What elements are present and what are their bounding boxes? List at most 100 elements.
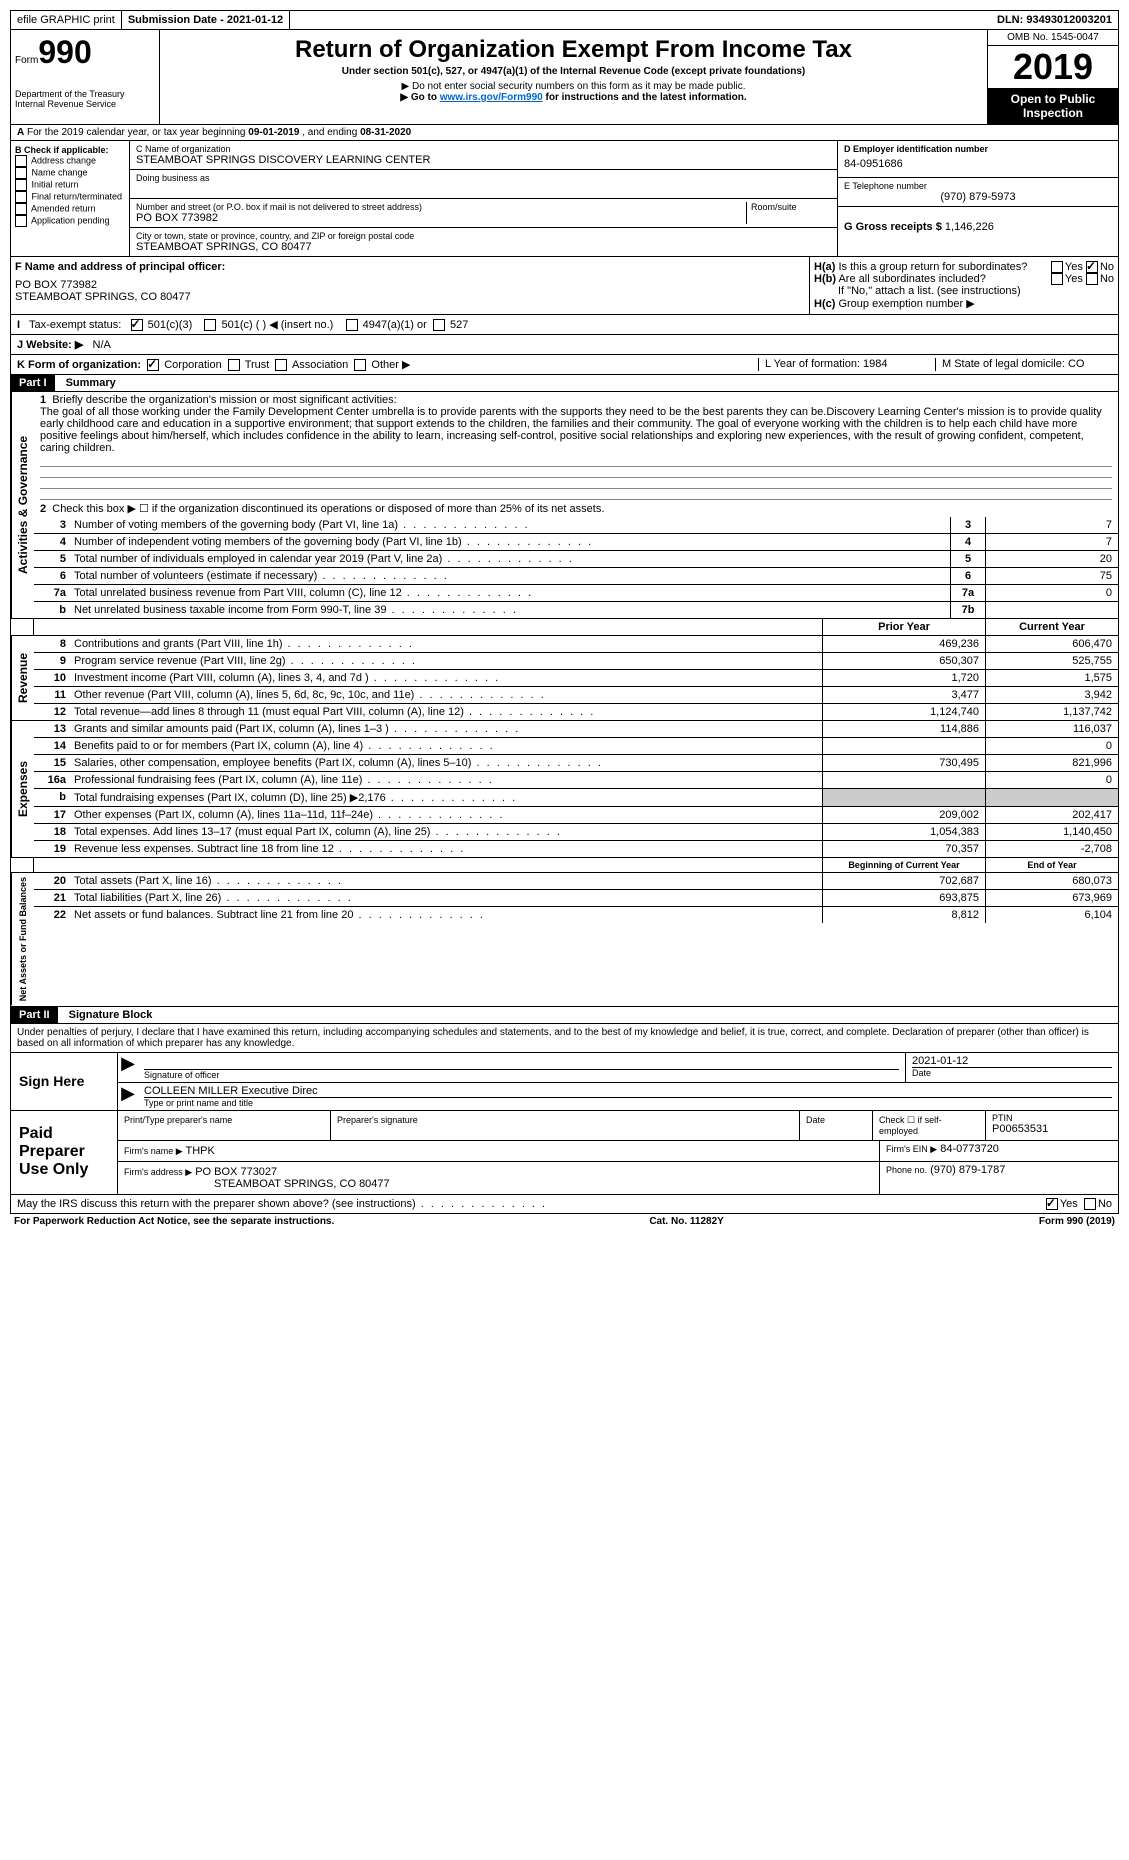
- hb-yes[interactable]: [1051, 273, 1063, 285]
- officer-name-label: Type or print name and title: [144, 1098, 1112, 1108]
- efile-label: efile GRAPHIC print: [11, 11, 122, 29]
- paperwork-notice: For Paperwork Reduction Act Notice, see …: [14, 1216, 334, 1227]
- data-row: 16aProfessional fundraising fees (Part I…: [34, 772, 1118, 789]
- preparer-section: Paid Preparer Use Only Print/Type prepar…: [10, 1111, 1119, 1195]
- data-row: 6Total number of volunteers (estimate if…: [34, 568, 1118, 585]
- c-name-label: C Name of organization: [136, 144, 831, 154]
- footer: For Paperwork Reduction Act Notice, see …: [10, 1214, 1119, 1229]
- prior-year-hdr: Prior Year: [822, 619, 985, 635]
- check-501c[interactable]: [204, 319, 216, 331]
- data-row: 4Number of independent voting members of…: [34, 534, 1118, 551]
- org-city: STEAMBOAT SPRINGS, CO 80477: [136, 241, 831, 253]
- activities-label: Activities & Governance: [11, 392, 34, 618]
- form-prefix: Form: [15, 55, 38, 66]
- gross-label: G Gross receipts $: [844, 221, 942, 233]
- data-row: bTotal fundraising expenses (Part IX, co…: [34, 789, 1118, 807]
- current-year-hdr: Current Year: [985, 619, 1118, 635]
- row-i: I Tax-exempt status: 501(c)(3) 501(c) ( …: [10, 315, 1119, 335]
- sig-officer-label: Signature of officer: [144, 1070, 899, 1080]
- part1-num: Part I: [11, 375, 55, 391]
- check-final[interactable]: [15, 191, 27, 203]
- check-address[interactable]: [15, 155, 27, 167]
- sign-here-label: Sign Here: [11, 1053, 118, 1110]
- cat-no: Cat. No. 11282Y: [649, 1216, 723, 1227]
- data-row: 22Net assets or fund balances. Subtract …: [34, 907, 1118, 923]
- prep-sig-hdr: Preparer's signature: [331, 1111, 800, 1140]
- data-row: bNet unrelated business taxable income f…: [34, 602, 1118, 618]
- data-row: 17Other expenses (Part IX, column (A), l…: [34, 807, 1118, 824]
- form-subtitle: Under section 501(c), 527, or 4947(a)(1)…: [164, 66, 983, 77]
- ha-no[interactable]: [1086, 261, 1098, 273]
- firm-ein: 84-0773720: [940, 1143, 999, 1155]
- check-name[interactable]: [15, 167, 27, 179]
- goto-suffix: for instructions and the latest informat…: [546, 92, 747, 103]
- irs-link[interactable]: www.irs.gov/Form990: [440, 92, 543, 103]
- open-public: Open to Public Inspection: [988, 88, 1118, 124]
- check-other[interactable]: [354, 359, 366, 371]
- tax-year-end: 08-31-2020: [360, 127, 411, 138]
- officer-addr2: STEAMBOAT SPRINGS, CO 80477: [15, 291, 805, 303]
- org-name: STEAMBOAT SPRINGS DISCOVERY LEARNING CEN…: [136, 154, 831, 166]
- tel-label: E Telephone number: [844, 181, 1112, 191]
- tax-year-begin: 09-01-2019: [248, 127, 299, 138]
- boy-hdr: Beginning of Current Year: [822, 858, 985, 872]
- netassets-label: Net Assets or Fund Balances: [11, 873, 34, 1005]
- form-header: Form990 Department of the Treasury Inter…: [10, 30, 1119, 125]
- website: N/A: [93, 339, 111, 351]
- check-501c3[interactable]: [131, 319, 143, 331]
- data-row: 12Total revenue—add lines 8 through 11 (…: [34, 704, 1118, 720]
- prep-check-hdr: Check ☐ if self-employed: [873, 1111, 986, 1140]
- row-j: J Website: ▶ N/A: [10, 335, 1119, 355]
- hb-note: If "No," attach a list. (see instruction…: [814, 285, 1114, 297]
- ssn-note: ▶ Do not enter social security numbers o…: [164, 81, 983, 92]
- mission-text: The goal of all those working under the …: [40, 406, 1102, 454]
- tax-year: 2019: [988, 46, 1118, 88]
- check-pending[interactable]: [15, 215, 27, 227]
- hb-text: Are all subordinates included?: [838, 273, 985, 285]
- ha-text: Is this a group return for subordinates?: [838, 261, 1027, 273]
- state-domicile: M State of legal domicile: CO: [935, 358, 1112, 371]
- check-amended[interactable]: [15, 203, 27, 215]
- data-row: 7aTotal unrelated business revenue from …: [34, 585, 1118, 602]
- activities-section: Activities & Governance 1 Briefly descri…: [10, 392, 1119, 619]
- data-row: 14Benefits paid to or for members (Part …: [34, 738, 1118, 755]
- check-trust[interactable]: [228, 359, 240, 371]
- data-row: 21Total liabilities (Part X, line 26)693…: [34, 890, 1118, 907]
- city-label: City or town, state or province, country…: [136, 231, 831, 241]
- firm-addr1: PO BOX 773027: [195, 1166, 277, 1178]
- dln: DLN: 93493012003201: [991, 11, 1118, 29]
- expenses-section: Expenses 13Grants and similar amounts pa…: [10, 721, 1119, 858]
- hb-no[interactable]: [1086, 273, 1098, 285]
- year-formation: L Year of formation: 1984: [758, 358, 935, 371]
- data-row: 20Total assets (Part X, line 16)702,6876…: [34, 873, 1118, 890]
- data-row: 19Revenue less expenses. Subtract line 1…: [34, 841, 1118, 857]
- check-assoc[interactable]: [275, 359, 287, 371]
- l1-text: Briefly describe the organization's miss…: [52, 394, 396, 406]
- room-label: Room/suite: [746, 202, 831, 224]
- revenue-section: Revenue 8Contributions and grants (Part …: [10, 636, 1119, 721]
- addr-label: Number and street (or P.O. box if mail i…: [136, 202, 746, 212]
- form-number: 990: [38, 34, 91, 70]
- ha-yes[interactable]: [1051, 261, 1063, 273]
- dept-treasury: Department of the Treasury Internal Reve…: [15, 89, 155, 109]
- check-4947[interactable]: [346, 319, 358, 331]
- check-corp[interactable]: [147, 359, 159, 371]
- netassets-section: Net Assets or Fund Balances 20Total asse…: [10, 873, 1119, 1006]
- submission-date: Submission Date - 2021-01-12: [122, 11, 290, 29]
- form-title: Return of Organization Exempt From Incom…: [164, 36, 983, 64]
- check-initial[interactable]: [15, 179, 27, 191]
- data-row: 3Number of voting members of the governi…: [34, 517, 1118, 534]
- discuss-yes[interactable]: [1046, 1198, 1058, 1210]
- ptin: P00653531: [992, 1123, 1112, 1135]
- check-527[interactable]: [433, 319, 445, 331]
- sig-date-label: Date: [912, 1068, 1112, 1078]
- discuss-no[interactable]: [1084, 1198, 1096, 1210]
- b-label: B Check if applicable:: [15, 145, 125, 155]
- discuss-row: May the IRS discuss this return with the…: [10, 1195, 1119, 1214]
- data-row: 8Contributions and grants (Part VIII, li…: [34, 636, 1118, 653]
- hc-text: Group exemption number ▶: [838, 298, 974, 310]
- sig-date: 2021-01-12: [912, 1055, 1112, 1068]
- l2-text: Check this box ▶ ☐ if the organization d…: [52, 503, 604, 515]
- section-bcd: B Check if applicable: Address change Na…: [10, 141, 1119, 257]
- d-label: D Employer identification number: [844, 144, 1112, 154]
